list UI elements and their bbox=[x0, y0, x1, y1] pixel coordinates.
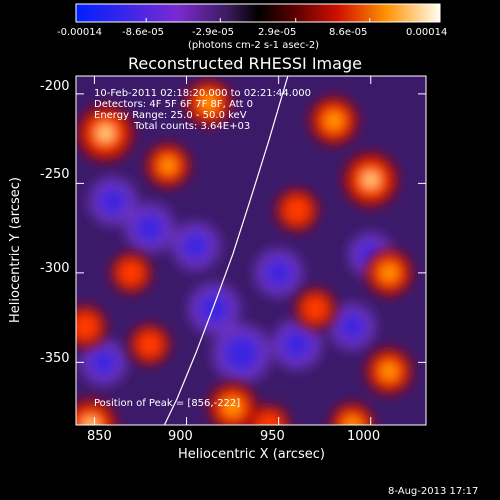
negative-source-6 bbox=[329, 303, 376, 350]
x-tick-label-1: 900 bbox=[168, 429, 193, 444]
x-axis-title: Heliocentric X (arcsec) bbox=[178, 447, 325, 462]
negative-source-7 bbox=[254, 248, 303, 297]
bright-source-14 bbox=[330, 403, 375, 425]
colorbar-label: (photons cm-2 s-1 asec-2) bbox=[188, 40, 320, 51]
cb-tick-label-3: 2.9e-05 bbox=[258, 27, 297, 38]
bright-source-9 bbox=[111, 252, 152, 293]
bright-source-0 bbox=[77, 105, 134, 162]
y-tick-label-2: -300 bbox=[40, 261, 70, 276]
bright-source-7 bbox=[146, 143, 191, 188]
negative-source-2 bbox=[124, 203, 175, 253]
annotation-detectors: Detectors: 4F 5F 6F 7F 8F, Att 0 bbox=[94, 99, 254, 110]
bright-source-8 bbox=[366, 348, 413, 395]
cb-tick-label-2: -2.9e-05 bbox=[192, 27, 234, 38]
cb-tick-label-0: -0.00014 bbox=[57, 27, 102, 38]
negative-source-9 bbox=[80, 339, 127, 386]
cb-tick-label-5: 0.00014 bbox=[406, 27, 448, 38]
bright-source-15 bbox=[249, 405, 290, 425]
x-tick-label-2: 950 bbox=[260, 429, 285, 444]
plot-frame bbox=[75, 75, 427, 426]
annotation-time-range: 10-Feb-2011 02:18:20.000 to 02:21:44.000 bbox=[94, 88, 312, 99]
annotation-peak: Position of Peak = [856,-222] bbox=[94, 398, 241, 409]
solar-limb-line bbox=[163, 76, 289, 425]
negative-source-3 bbox=[272, 319, 322, 370]
cb-tick-label-1: -8.6e-05 bbox=[122, 27, 164, 38]
cb-tick-label-4: 8.6e-05 bbox=[329, 27, 368, 38]
axis-tick-marks bbox=[76, 76, 426, 425]
bright-source-1 bbox=[343, 152, 398, 207]
y-tick-label-0: -200 bbox=[40, 79, 70, 94]
negative-source-1 bbox=[188, 282, 240, 335]
colorbar bbox=[75, 3, 441, 23]
bright-source-6 bbox=[185, 79, 232, 126]
negative-source-0 bbox=[212, 324, 271, 383]
bright-source-5 bbox=[366, 249, 413, 296]
bright-source-10 bbox=[276, 189, 319, 232]
annotation-energy-range: Energy Range: 25.0 - 50.0 keV bbox=[94, 110, 247, 121]
negative-source-5 bbox=[171, 222, 220, 271]
bright-source-2 bbox=[309, 96, 358, 145]
x-tick-label-0: 850 bbox=[87, 429, 112, 444]
bright-source-12 bbox=[129, 324, 170, 365]
y-tick-label-1: -250 bbox=[40, 167, 70, 182]
bright-source-4 bbox=[208, 383, 257, 425]
y-tick-label-3: -350 bbox=[40, 351, 70, 366]
positive-sources bbox=[76, 79, 413, 425]
colorbar-ticks bbox=[75, 18, 441, 22]
bright-source-11 bbox=[295, 288, 336, 329]
negative-source-4 bbox=[88, 177, 137, 226]
chart-title: Reconstructed RHESSI Image bbox=[128, 54, 362, 73]
footer-date: 8-Aug-2013 17:17 bbox=[388, 486, 479, 497]
x-tick-label-3: 1000 bbox=[347, 429, 381, 444]
heatmap-image bbox=[76, 76, 426, 425]
annotation-counts: Total counts: 3.64E+03 bbox=[134, 121, 251, 132]
y-axis-title: Heliocentric Y (arcsec) bbox=[8, 177, 23, 323]
bright-source-13 bbox=[76, 305, 107, 348]
